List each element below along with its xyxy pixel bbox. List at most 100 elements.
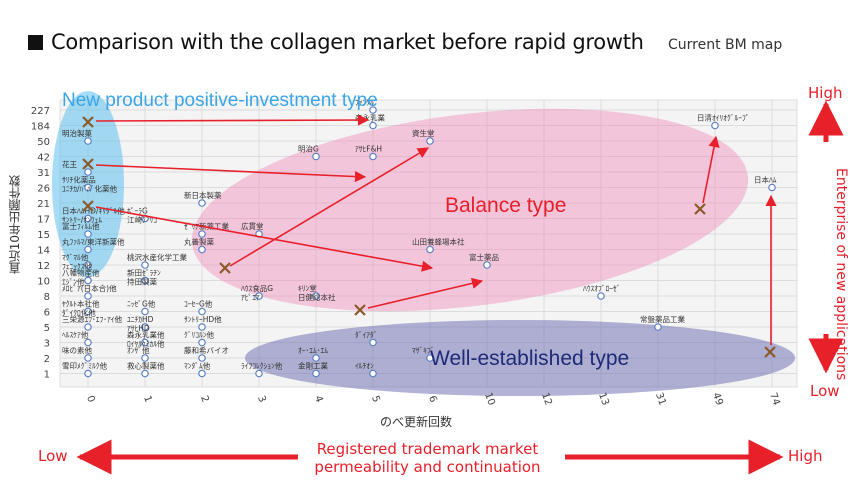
data-point-label: ﾍﾙｽｹｱ他 — [62, 330, 89, 340]
data-point — [426, 137, 434, 145]
data-point-label: 明治製菓 — [62, 128, 92, 138]
data-point-label: 救心製薬他 — [127, 361, 165, 371]
data-point-label: ｱｻﾋF&H — [355, 145, 382, 154]
data-point — [312, 292, 320, 300]
data-point — [84, 323, 92, 331]
region-label-balance: Balance type — [445, 194, 566, 217]
data-point-label: ｾﾞﾘｱ新薬工業 — [184, 221, 229, 231]
y-tick-label: 10 — [37, 277, 50, 288]
right-low-label: Low — [810, 382, 840, 400]
y-tick-label: 5 — [44, 323, 50, 334]
cross-marker — [354, 304, 366, 316]
title-square-icon — [28, 35, 43, 50]
data-point — [597, 292, 605, 300]
data-point-label: ｲﾙﾁｵﾝ — [355, 362, 374, 371]
bottom-low-label: Low — [38, 447, 68, 465]
data-point-label: ｵｰ･ｴﾑ･ｴﾑ — [298, 346, 328, 355]
x-tick-label: 13 — [596, 391, 611, 407]
data-point-label: 藤和希バイオ — [184, 345, 229, 355]
data-point-label: 富士薬品 — [469, 252, 499, 262]
data-point — [84, 307, 92, 316]
data-point-label: ﾗｲﾌｺﾚｸｼｮﾝ他 — [241, 361, 283, 371]
data-point-label: 丸ﾌｧﾙﾏ/東洋新薬他 — [62, 237, 125, 247]
data-point-label: ｻﾝﾄﾘｰ/ｵﾝﾌｪﾑ — [62, 216, 102, 225]
bottom-axis-title: Registered trademark market permeability… — [314, 440, 541, 476]
data-point — [84, 261, 92, 269]
data-point — [84, 183, 92, 192]
data-point — [198, 369, 206, 378]
data-point-label: 丸善製薬 — [184, 237, 214, 247]
x-tick-label: 74 — [767, 391, 782, 407]
data-point-label: 新田ｾﾞﾗﾁﾝ — [127, 268, 161, 278]
data-point — [84, 245, 92, 254]
x-tick-label: 1 — [141, 394, 154, 404]
data-point — [198, 245, 206, 254]
data-point-label: ﾀﾞｲｸﾛ化他 — [62, 308, 96, 318]
x-tick-label: 0 — [84, 394, 97, 404]
data-point — [84, 137, 92, 145]
region-well-established — [245, 320, 795, 396]
y-tick-label: 6 — [44, 308, 50, 319]
data-point — [711, 121, 719, 130]
data-point-label: 金剛工業 — [298, 361, 328, 371]
x-tick-label: 49 — [710, 391, 725, 407]
y-axis-label: 直近10年出願件数 — [8, 175, 22, 275]
data-point-label: ｴｼﾞﾝ他 — [62, 277, 85, 287]
cross-marker — [219, 262, 231, 274]
y-tick-label: 31 — [37, 168, 50, 179]
data-point — [84, 230, 92, 238]
data-point-label: 富士ﾌｨﾙﾑ他 — [62, 221, 100, 231]
trend-arrow — [95, 114, 370, 126]
y-tick-label: 26 — [37, 184, 50, 195]
data-point — [141, 323, 149, 331]
data-point — [198, 307, 206, 316]
region-balance — [191, 108, 749, 312]
region-label-well-established: Well-established type — [430, 347, 629, 370]
x-tick-label: 3 — [255, 394, 268, 404]
trend-arrow — [367, 277, 484, 309]
data-point — [84, 214, 92, 223]
x-tick-label: 2 — [198, 394, 211, 404]
data-point — [84, 369, 92, 378]
data-point-label: ﾌｪﾆｯｸｽ他 — [62, 261, 92, 271]
data-point — [654, 323, 662, 331]
data-point-label: 雪印ﾒｸﾞﾐﾙｸ他 — [62, 361, 107, 371]
trend-arrow — [95, 164, 367, 183]
data-point — [255, 292, 263, 300]
data-point-label: ﾕﾆﾁｶ/ﾊﾞﾊﾞ化薬他 — [62, 184, 118, 194]
y-tick-label: 2 — [44, 354, 50, 365]
data-point — [141, 276, 149, 285]
data-point-label: 新日本製薬 — [184, 190, 222, 200]
data-point-label: 花王 — [62, 159, 77, 169]
data-point-label: ﾎﾟｰﾗG — [127, 207, 148, 216]
x-tick-label: 5 — [369, 394, 382, 404]
y-tick-label: 14 — [37, 246, 50, 257]
y-tick-label: 227 — [31, 106, 50, 117]
y-tick-label: 50 — [37, 137, 50, 148]
data-point — [141, 261, 149, 269]
trend-arrow — [95, 206, 434, 272]
data-point-label: 常盤薬品工業 — [640, 314, 685, 324]
data-point-label: 持田製薬 — [127, 277, 157, 287]
data-point-label: 日本ﾊﾑHD/ｷﾘﾀﾞﾙ他 — [62, 206, 125, 216]
data-point — [84, 276, 92, 285]
data-point-label: ｱｻﾋHD — [127, 324, 150, 333]
y-tick-label: 3 — [44, 339, 50, 350]
title-text: Comparison with the collagen market befo… — [51, 30, 644, 54]
y-tick-label: 17 — [37, 215, 50, 226]
data-point — [198, 323, 206, 331]
data-point-label: 三栄源ｴﾌ･ｴﾌ･ｱｲ他 — [62, 314, 122, 324]
x-tick-label: 12 — [539, 391, 554, 407]
data-point-label: ｻﾘﾁ化薬品 — [62, 175, 96, 185]
data-point-label: ﾔｸﾙﾄ本社他 — [62, 299, 100, 309]
x-tick-label: 6 — [426, 394, 439, 404]
data-point-label: ﾊｳｽｵﾌﾞﾛｰｾﾞ — [583, 284, 621, 293]
data-point — [369, 369, 377, 378]
data-point-label: 山田養蜂場本社 — [412, 237, 465, 247]
data-point — [84, 292, 92, 300]
data-point-label: ｻﾝﾄﾘｰHD他 — [184, 314, 222, 324]
data-point — [369, 121, 377, 130]
y-tick-label: 42 — [37, 153, 50, 164]
data-point-label: ｸﾞﾘｺﾙﾝ他 — [184, 330, 214, 340]
cross-marker — [82, 200, 94, 212]
